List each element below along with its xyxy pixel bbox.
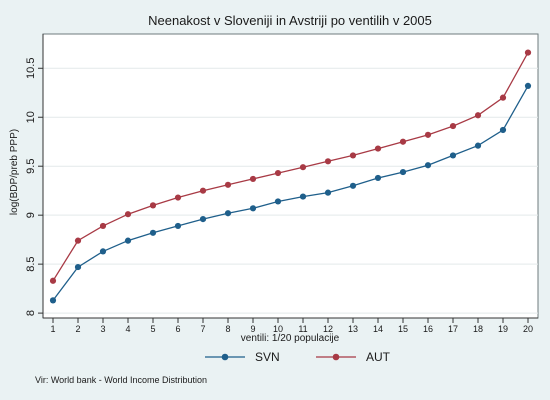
legend-marker-svn — [221, 353, 229, 361]
x-tick-label: 15 — [398, 324, 408, 334]
x-tick-label: 12 — [323, 324, 333, 334]
data-point-svn — [249, 205, 257, 212]
data-point-svn — [99, 248, 107, 255]
data-point-aut — [149, 202, 157, 209]
x-tick-label: 16 — [423, 324, 433, 334]
x-tick-label: 17 — [448, 324, 458, 334]
data-point-aut — [224, 181, 232, 188]
data-point-aut — [74, 237, 82, 244]
y-tick-label: 8.5 — [25, 256, 37, 271]
data-point-aut — [399, 138, 407, 145]
data-point-aut — [299, 164, 307, 171]
chart-title: Neenakost v Sloveniji in Avstriji po ven… — [148, 13, 432, 28]
data-point-svn — [299, 193, 307, 200]
data-point-aut — [499, 94, 507, 101]
x-tick-label: 6 — [175, 324, 180, 334]
data-point-aut — [49, 277, 57, 284]
data-point-aut — [424, 131, 432, 138]
data-point-svn — [499, 126, 507, 134]
y-tick-label: 10.5 — [25, 58, 37, 79]
data-point-svn — [199, 215, 207, 223]
legend-label-aut: AUT — [366, 350, 391, 364]
legend: SVN AUT — [205, 350, 391, 364]
x-tick-label: 5 — [150, 324, 155, 334]
data-point-aut — [124, 211, 132, 218]
data-point-svn — [49, 297, 57, 304]
data-point-svn — [374, 174, 382, 182]
y-tick-label: 9.5 — [25, 159, 37, 174]
data-point-svn — [174, 222, 182, 230]
data-point-svn — [74, 263, 82, 271]
data-point-aut — [99, 222, 107, 230]
series-lines — [49, 49, 532, 304]
x-tick-label: 4 — [125, 324, 130, 334]
data-point-svn — [399, 168, 407, 176]
series-line-aut — [52, 52, 529, 282]
data-point-aut — [174, 194, 182, 201]
y-tick-label: 9 — [25, 212, 37, 218]
data-point-svn — [274, 198, 282, 205]
data-point-aut — [274, 169, 282, 177]
data-point-svn — [349, 182, 357, 189]
plot-area — [42, 33, 539, 319]
y-tick-label: 10 — [25, 111, 37, 123]
data-point-svn — [524, 82, 532, 90]
x-tick-label: 9 — [250, 324, 255, 334]
x-tick-label: 10 — [273, 324, 283, 334]
series-line-svn — [52, 85, 529, 301]
x-tick-label: 20 — [523, 324, 533, 334]
y-axis-title: log(BDP/preb PPP) — [9, 129, 20, 215]
data-point-aut — [324, 158, 332, 165]
x-tick-label: 19 — [498, 324, 508, 334]
x-tick-label: 3 — [100, 324, 105, 334]
source-note: Vir: World bank - World Income Distribut… — [35, 375, 207, 385]
data-point-aut — [524, 49, 532, 56]
data-point-svn — [224, 210, 232, 217]
x-tick-label: 11 — [298, 324, 307, 334]
data-point-aut — [249, 175, 257, 183]
data-point-aut — [449, 122, 457, 130]
data-point-aut — [374, 145, 382, 152]
x-tick-label: 13 — [348, 324, 358, 334]
x-axis-title: ventili: 1/20 populacije — [241, 333, 340, 344]
data-point-aut — [349, 152, 357, 159]
y-tick-label: 8 — [25, 310, 37, 316]
legend-marker-aut — [332, 353, 340, 361]
data-point-svn — [324, 189, 332, 196]
x-tick-label: 8 — [225, 324, 230, 334]
data-point-svn — [124, 237, 132, 244]
x-tick-label: 18 — [473, 324, 483, 334]
data-point-svn — [449, 152, 457, 159]
x-tick-label: 14 — [373, 324, 383, 334]
data-point-svn — [149, 229, 157, 236]
x-tick-label: 2 — [75, 324, 80, 334]
x-tick-label: 1 — [50, 324, 55, 334]
legend-label-svn: SVN — [255, 350, 280, 364]
data-point-svn — [424, 162, 432, 169]
data-point-aut — [474, 112, 482, 119]
x-tick-label: 7 — [200, 324, 205, 334]
data-point-svn — [474, 142, 482, 149]
data-point-aut — [199, 187, 207, 194]
